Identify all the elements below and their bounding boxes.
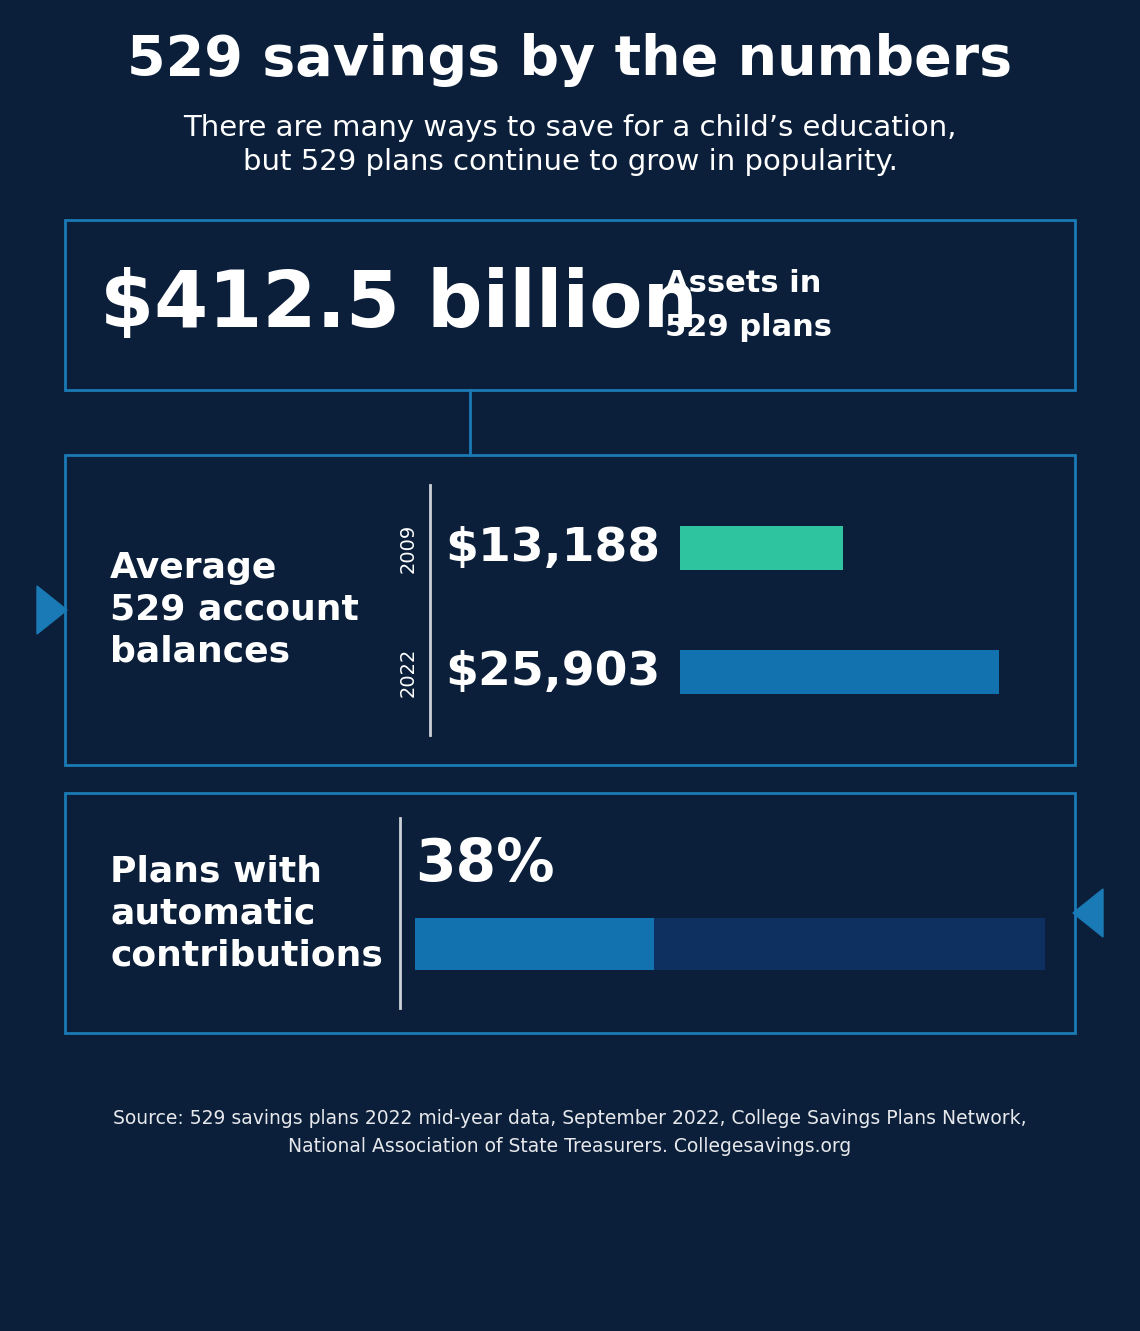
Text: but 529 plans continue to grow in popularity.: but 529 plans continue to grow in popula…	[243, 148, 897, 176]
Text: Plans with: Plans with	[109, 855, 321, 888]
Text: 2009: 2009	[399, 523, 417, 572]
Text: National Association of State Treasurers. Collegesavings.org: National Association of State Treasurers…	[288, 1137, 852, 1155]
Bar	[65, 793, 1075, 1033]
Bar	[415, 918, 654, 970]
Bar	[415, 918, 1045, 970]
Text: $25,903: $25,903	[445, 650, 660, 695]
Text: contributions: contributions	[109, 938, 383, 972]
Text: $412.5 billion: $412.5 billion	[100, 268, 698, 343]
Bar	[679, 650, 1000, 693]
Text: 529 account: 529 account	[109, 594, 359, 627]
Text: $13,188: $13,188	[445, 526, 660, 571]
Polygon shape	[1073, 889, 1104, 937]
Text: automatic: automatic	[109, 896, 316, 930]
Polygon shape	[36, 586, 67, 634]
Bar	[65, 220, 1075, 390]
Text: balances: balances	[109, 635, 290, 669]
Text: 2022: 2022	[399, 647, 417, 696]
Text: 529 savings by the numbers: 529 savings by the numbers	[128, 33, 1012, 87]
Text: Source: 529 savings plans 2022 mid-year data, September 2022, College Savings Pl: Source: 529 savings plans 2022 mid-year …	[113, 1109, 1027, 1127]
Text: 38%: 38%	[415, 836, 555, 893]
Text: Average: Average	[109, 551, 277, 586]
Text: Assets in: Assets in	[665, 269, 822, 298]
Bar	[679, 526, 842, 570]
Text: 529 plans: 529 plans	[665, 313, 832, 342]
Text: There are many ways to save for a child’s education,: There are many ways to save for a child’…	[184, 114, 956, 142]
Bar	[65, 455, 1075, 765]
